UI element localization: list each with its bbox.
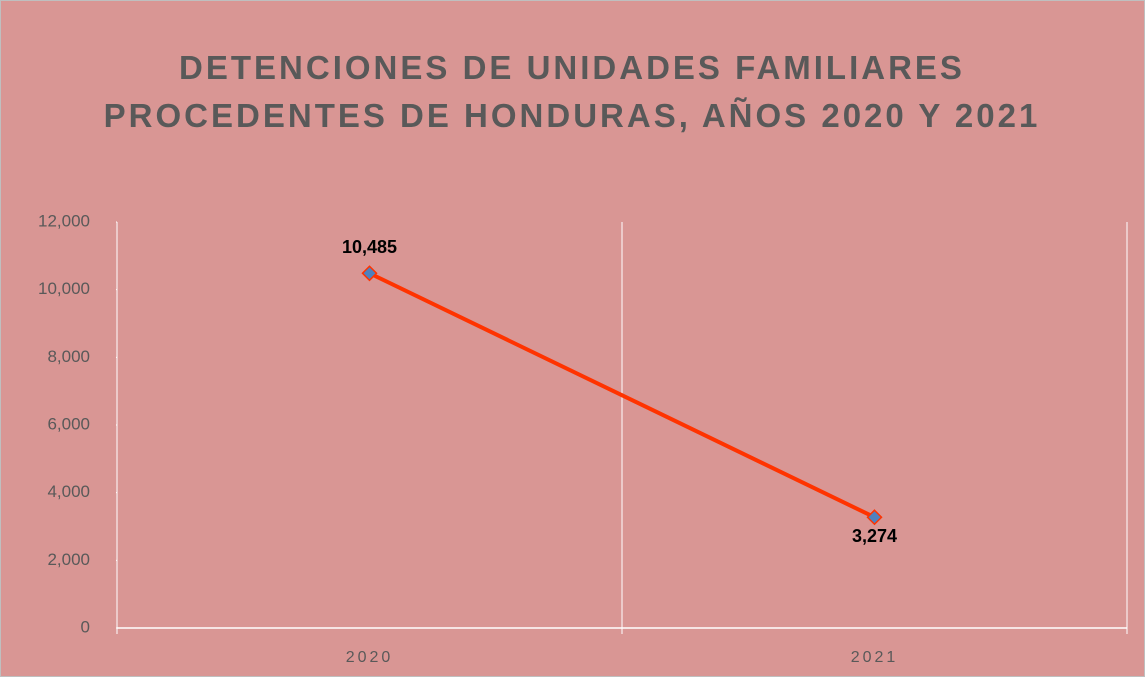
y-tick-label: 2,000: [47, 550, 90, 569]
marker: [361, 265, 378, 282]
y-tick-label: 6,000: [47, 414, 90, 433]
y-tick-label: 0: [81, 617, 90, 636]
data-label: 10,485: [342, 237, 397, 257]
data-label: 3,274: [852, 526, 897, 546]
y-tick-label: 8,000: [47, 347, 90, 366]
y-tick-label: 12,000: [38, 211, 90, 230]
line: [368, 271, 876, 520]
chart-title: DETENCIONES DE UNIDADES FAMILIARES PROCE…: [103, 49, 1041, 134]
x-tick-label: 2021: [851, 649, 899, 666]
x-tick-label: 2020: [346, 649, 394, 666]
marker: [866, 509, 883, 526]
y-tick-label: 10,000: [38, 279, 90, 298]
y-tick-label: 4,000: [47, 482, 90, 501]
